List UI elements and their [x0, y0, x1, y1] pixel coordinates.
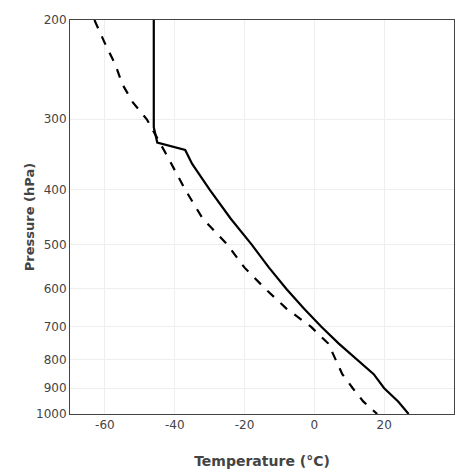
svg-text:Pressure (hPa): Pressure (hPa) — [22, 163, 37, 271]
svg-text:-40: -40 — [165, 418, 185, 432]
svg-text:200: 200 — [44, 13, 67, 27]
svg-text:1000: 1000 — [36, 407, 67, 421]
svg-text:900: 900 — [44, 381, 67, 395]
svg-text:300: 300 — [44, 112, 67, 126]
svg-text:600: 600 — [44, 282, 67, 296]
svg-text:0: 0 — [311, 418, 319, 432]
svg-text:Temperature (°C): Temperature (°C) — [194, 453, 330, 469]
svg-text:700: 700 — [44, 320, 67, 334]
svg-text:20: 20 — [377, 418, 392, 432]
svg-text:-60: -60 — [95, 418, 115, 432]
svg-text:400: 400 — [44, 183, 67, 197]
svg-text:800: 800 — [44, 353, 67, 367]
svg-text:-20: -20 — [235, 418, 255, 432]
svg-text:500: 500 — [44, 238, 67, 252]
